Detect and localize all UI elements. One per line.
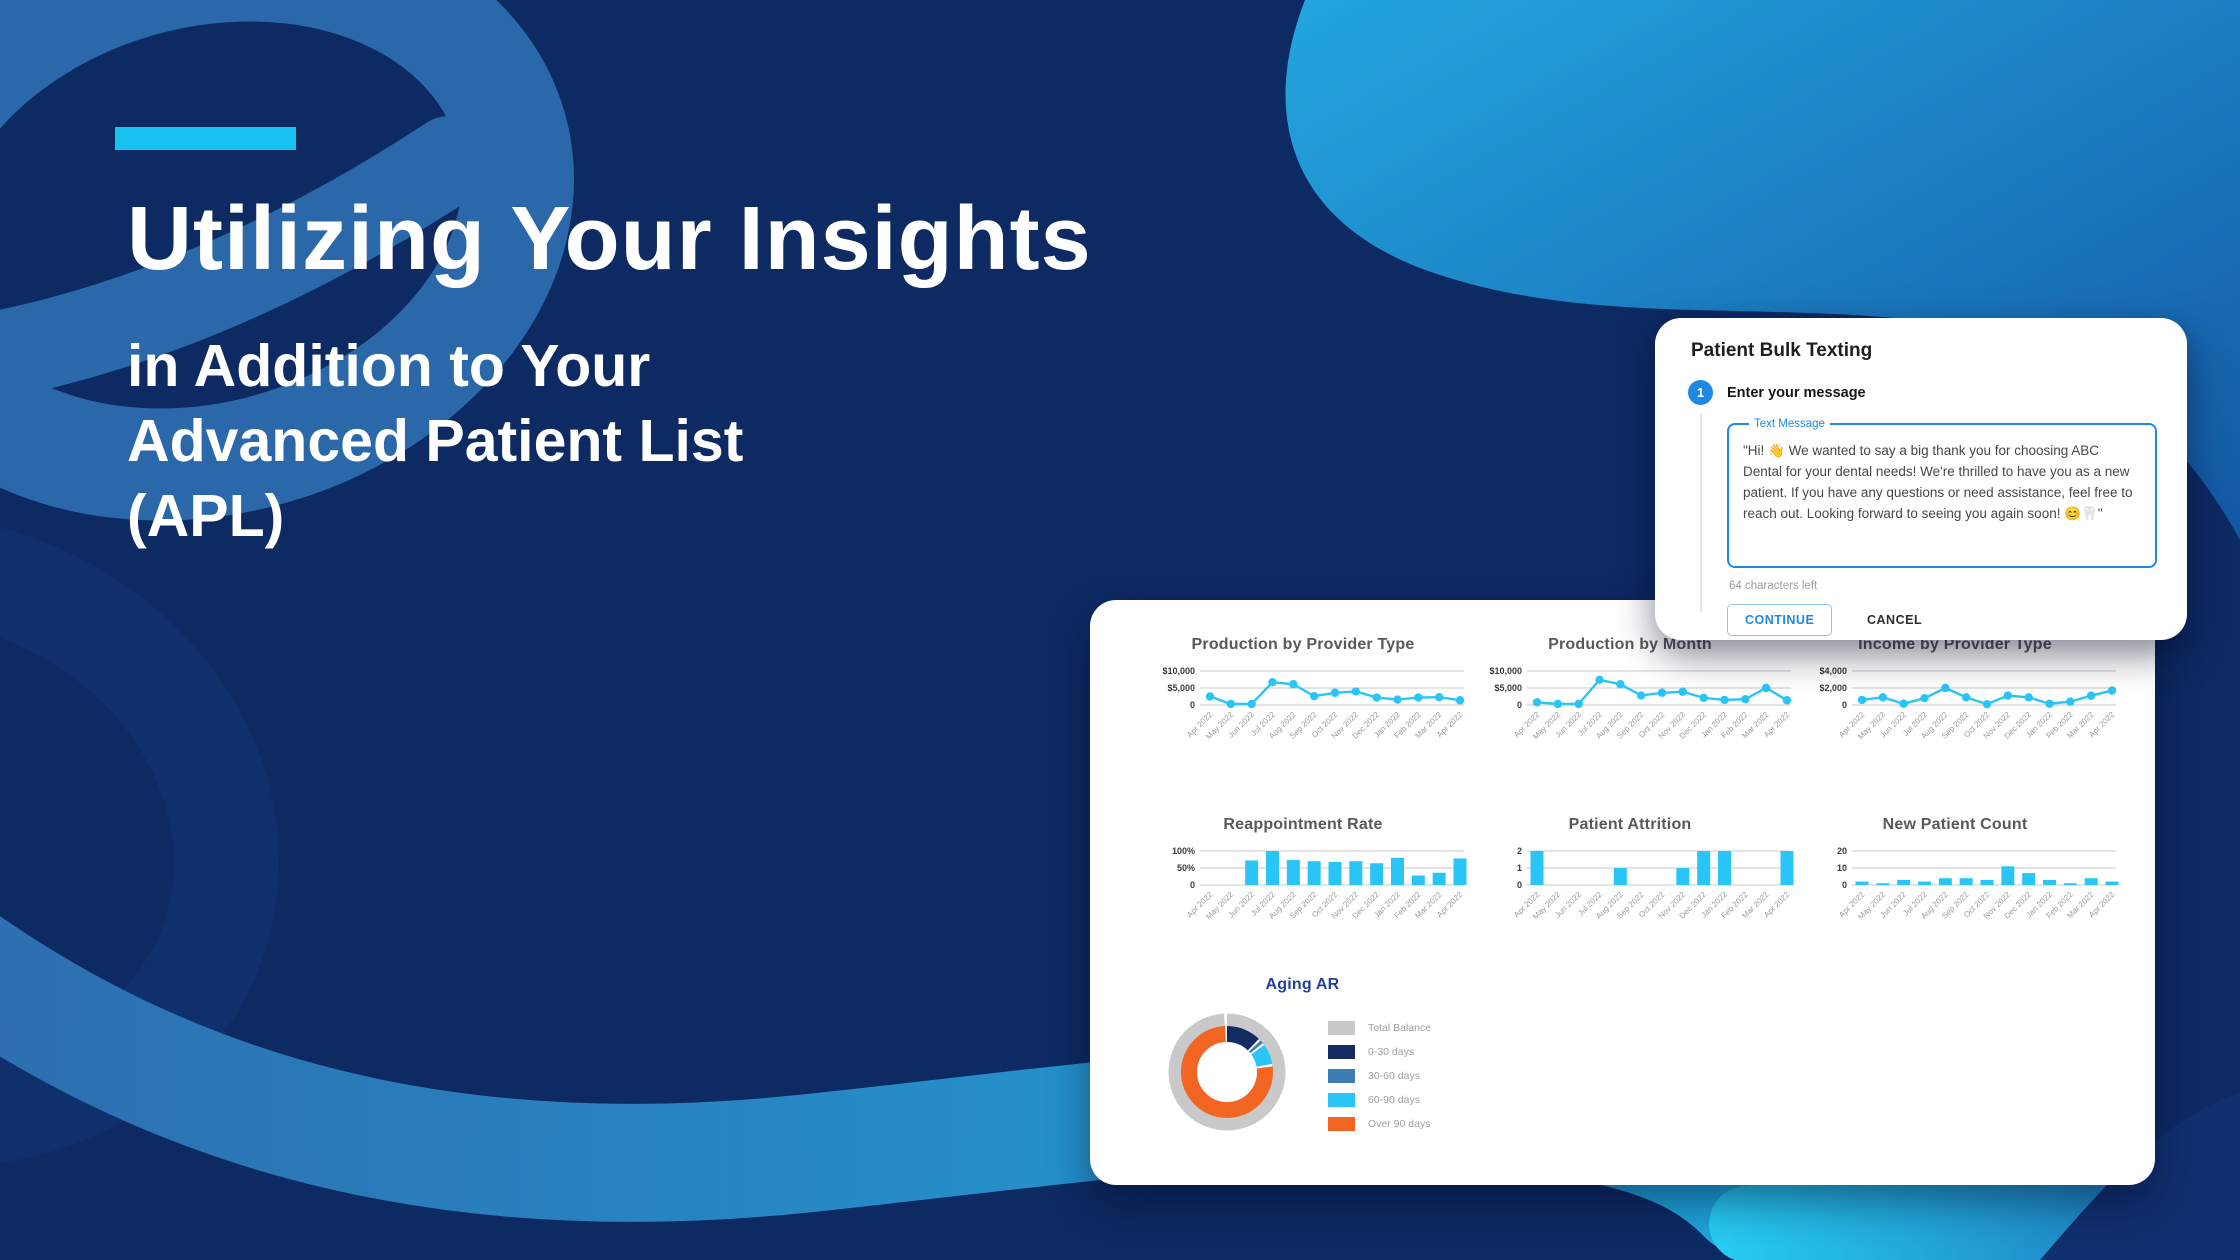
headline: Utilizing Your Insights in Addition to Y…: [127, 188, 1092, 554]
legend-item: 0-30 days: [1328, 1045, 1431, 1059]
legend-item: 30-60 days: [1328, 1069, 1431, 1083]
chart-income-by-provider-type: Income by Provider Type $4,000 $2,000 0 Apr…: [1790, 636, 2120, 785]
svg-text:20: 20: [1837, 846, 1847, 856]
accent-bar: [115, 127, 296, 150]
top-right-blob: [1285, 0, 2240, 540]
donut-legend: Total Balance 0-30 days 30-60 days 60-90 da…: [1328, 1021, 1431, 1141]
chart-aging-ar: Aging AR Total Balance 0-30 days 30-60 day…: [1130, 976, 1475, 1157]
patient-bulk-texting-modal: Patient Bulk Texting 1 Enter your messag…: [1655, 318, 2187, 640]
characters-left-text: 64 characters left: [1729, 580, 1818, 592]
svg-text:100%: 100%: [1172, 846, 1195, 856]
chart-title: Aging AR: [1265, 976, 1340, 993]
title-line-4: (APL): [127, 482, 285, 549]
chart-reappointment-rate: Reappointment Rate 100% 50% 0 Apr 2022 May 2…: [1138, 816, 1468, 965]
legend-swatch: [1328, 1045, 1355, 1059]
legend-label: Total Balance: [1368, 1022, 1432, 1034]
svg-text:$10,000: $10,000: [1162, 666, 1195, 676]
line-chart: $4,000 $2,000 0 Apr 2022 May 2022 Jun 2022 Jul…: [1790, 657, 2120, 785]
legend-swatch: [1328, 1093, 1355, 1107]
svg-text:$10,000: $10,000: [1489, 666, 1522, 676]
legend-item: 60-90 days: [1328, 1093, 1431, 1107]
title-line-3: Advanced Patient List: [127, 407, 744, 474]
step-label: Enter your message: [1727, 385, 1866, 401]
legend-label: 0-30 days: [1368, 1046, 1415, 1058]
svg-text:$2,000: $2,000: [1819, 683, 1847, 693]
bar-chart: 100% 50% 0 Apr 2022 May 2022 Jun 2022 Jul 2022…: [1138, 837, 1468, 965]
svg-text:$5,000: $5,000: [1494, 683, 1522, 693]
chart-title: Income by Provider Type: [1858, 636, 2052, 653]
modal-title: Patient Bulk Texting: [1691, 340, 1873, 361]
swirl-dark-arc: [0, 513, 279, 1167]
chart-production-by-provider-type: Production by Provider Type $10,000 $5,00…: [1138, 636, 1468, 785]
chart-title: New Patient Count: [1882, 816, 2028, 833]
chart-production-by-month: Production by Month $10,000 $5,000 0 Apr 20…: [1465, 636, 1795, 785]
continue-button[interactable]: CONTINUE: [1727, 604, 1833, 636]
text-message-label: Text Message: [1754, 418, 1825, 430]
svg-text:50%: 50%: [1177, 863, 1195, 873]
donut-chart-svg: [1168, 1013, 1286, 1131]
svg-text:2: 2: [1517, 846, 1522, 856]
svg-text:0: 0: [1517, 700, 1522, 710]
chart-title: Reappointment Rate: [1223, 816, 1383, 833]
analytics-dashboard-card: Production by Provider Type $10,000 $5,00…: [1090, 600, 2155, 1185]
donut-segment-0-30 days: [1181, 1026, 1273, 1118]
svg-text:0: 0: [1842, 880, 1847, 890]
svg-text:$5,000: $5,000: [1167, 683, 1195, 693]
bar-chart: 2 1 0 Apr 2022 May 2022 Jun 2022 Jul 2022 Aug 2…: [1465, 837, 1795, 965]
swirl-slash: [0, 116, 494, 400]
legend-label: 60-90 days: [1368, 1094, 1420, 1106]
svg-text:10: 10: [1837, 863, 1847, 873]
chart-new-patient-count: New Patient Count 20 10 0 Apr 2022 May 2022 J…: [1790, 816, 2120, 965]
chart-title: Production by Provider Type: [1191, 636, 1415, 653]
svg-text:1: 1: [1517, 863, 1522, 873]
svg-text:0: 0: [1190, 700, 1195, 710]
text-message-field[interactable]: Text Message "Hi! 👋 We wanted to say a b…: [1727, 418, 2157, 568]
svg-text:0: 0: [1190, 880, 1195, 890]
stepper-connector-line: [1700, 414, 1702, 612]
legend-swatch: [1328, 1117, 1355, 1131]
chart-title: Patient Attrition: [1568, 816, 1692, 833]
chart-patient-attrition: Patient Attrition 2 1 0 Apr 2022 May 2022 Jun…: [1465, 816, 1795, 965]
title-line-1: Utilizing Your Insights: [127, 189, 1092, 289]
cancel-button[interactable]: CANCEL: [1857, 605, 1932, 635]
legend-label: 30-60 days: [1368, 1070, 1420, 1082]
svg-text:0: 0: [1842, 700, 1847, 710]
bar-chart: 20 10 0 Apr 2022 May 2022 Jun 2022 Jul 2022 Aug…: [1790, 837, 2120, 965]
chart-title: Production by Month: [1548, 636, 1712, 653]
legend-item: Total Balance: [1328, 1021, 1431, 1035]
text-message-input[interactable]: "Hi! 👋 We wanted to say a big thank you …: [1743, 443, 2133, 522]
svg-text:0: 0: [1517, 880, 1522, 890]
donut-chart: [1145, 997, 1335, 1147]
legend-label: Over 90 days: [1368, 1118, 1431, 1130]
line-chart: $10,000 $5,000 0 Apr 2022 May 2022 Jun 2022 Ju…: [1138, 657, 1468, 785]
legend-swatch: [1328, 1021, 1355, 1035]
donut-segment-Over 90 days: [1181, 1026, 1273, 1118]
legend-swatch: [1328, 1069, 1355, 1083]
svg-text:$4,000: $4,000: [1819, 666, 1847, 676]
swirl-loop: [0, 0, 574, 521]
step-1-badge: 1: [1688, 380, 1713, 405]
line-chart: $10,000 $5,000 0 Apr 2022 May 2022 Jun 2022 Ju…: [1465, 657, 1795, 785]
title-line-2: in Addition to Your: [127, 333, 651, 399]
legend-item: Over 90 days: [1328, 1117, 1431, 1131]
